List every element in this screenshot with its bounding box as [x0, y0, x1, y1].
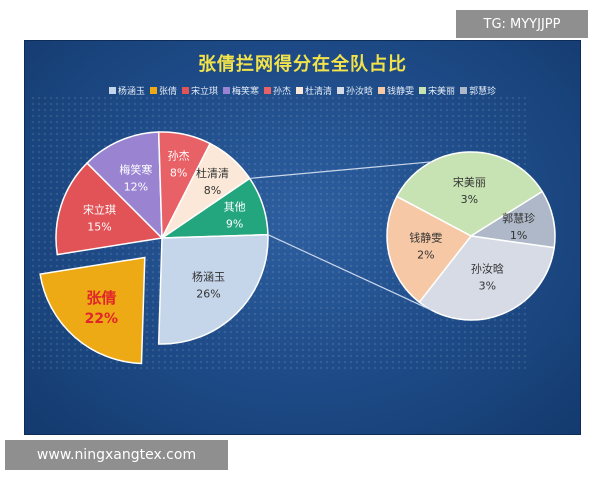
slice-label: 张倩: [86, 289, 116, 307]
slice-label: 钱静雯: [409, 231, 442, 245]
slice-label: 其他: [224, 200, 246, 213]
legend-swatch: [149, 87, 157, 94]
legend-swatch: [296, 87, 303, 94]
chart-title: 张倩拦网得分在全队占比: [198, 54, 407, 75]
legend-label: 钱静雯: [387, 87, 415, 97]
chart-legend: 杨涵玉 张倩 宋立琪 梅笑寒 孙杰 杜清清 孙汝晗 钱静雯 宋美丽 郭慧珍: [24, 84, 581, 97]
legend-label: 梅笑寒: [231, 87, 259, 97]
legend-label: 宋立琪: [190, 87, 218, 97]
watermark-badge: TG: MYYJJPP: [456, 10, 588, 38]
slice-value-label: 3%: [461, 193, 478, 206]
legend-item: 杨涵玉: [108, 84, 145, 97]
slice-value-label: 9%: [226, 217, 243, 230]
legend-item: 张倩: [149, 84, 177, 97]
legend-item: 钱静雯: [378, 84, 414, 97]
legend-swatch: [108, 87, 116, 94]
pie-slice: [157, 233, 269, 345]
slice-value-label: 8%: [170, 167, 187, 180]
legend-item: 孙杰: [263, 84, 291, 97]
legend-label: 郭慧珍: [469, 87, 497, 97]
slice-label: 宋立琪: [83, 203, 116, 217]
connector-line-bottom: [267, 234, 432, 311]
slice-label: 郭慧珍: [502, 211, 535, 225]
slice-label: 梅笑寒: [119, 163, 152, 177]
legend-label: 孙杰: [272, 87, 291, 97]
slice-label: 孙汝晗: [471, 261, 504, 275]
legend-swatch: [263, 87, 271, 94]
pie-slice: [161, 142, 251, 239]
legend-label: 宋美丽: [428, 87, 456, 97]
slice-label: 杨涵玉: [192, 269, 225, 283]
slice-label: 宋美丽: [453, 175, 486, 189]
legend-swatch: [181, 87, 189, 94]
slice-value-label: 15%: [87, 221, 111, 234]
legend-swatch: [460, 87, 468, 94]
source-url: www.ningxangtex.com: [5, 440, 228, 470]
legend-swatch: [378, 87, 386, 94]
secondary-pie-slice: [386, 195, 473, 304]
legend-swatch: [337, 87, 345, 94]
secondary-pie-slice: [395, 151, 544, 237]
slice-value-label: 12%: [124, 181, 148, 194]
slice-value-label: 1%: [510, 229, 527, 242]
legend-item: 梅笑寒: [222, 84, 259, 97]
connector-line-top: [249, 161, 432, 180]
legend-label: 杜清清: [305, 87, 333, 97]
pie-slice: [39, 256, 146, 365]
pie-slice: [55, 161, 164, 256]
legend-swatch: [419, 87, 427, 94]
slice-label: 杜清清: [196, 166, 229, 180]
legend-label: 孙汝晗: [346, 87, 374, 97]
slice-value-label: 3%: [479, 279, 496, 292]
legend-item: 宋立琪: [181, 84, 218, 97]
slice-value-label: 2%: [417, 249, 434, 262]
legend-label: 张倩: [158, 87, 177, 97]
legend-swatch: [222, 87, 230, 94]
secondary-pie-slice: [418, 235, 556, 321]
legend-item: 杜清清: [296, 84, 332, 97]
legend-label: 杨涵玉: [117, 87, 145, 97]
slice-label: 孙杰: [168, 150, 190, 163]
slice-value-label: 22%: [85, 311, 119, 327]
slice-value-label: 26%: [196, 287, 220, 300]
legend-item: 宋美丽: [419, 84, 455, 97]
legend-item: 郭慧珍: [460, 84, 496, 97]
pie-slice: [85, 131, 163, 240]
slice-value-label: 8%: [204, 184, 221, 197]
legend-item: 孙汝晗: [337, 84, 373, 97]
